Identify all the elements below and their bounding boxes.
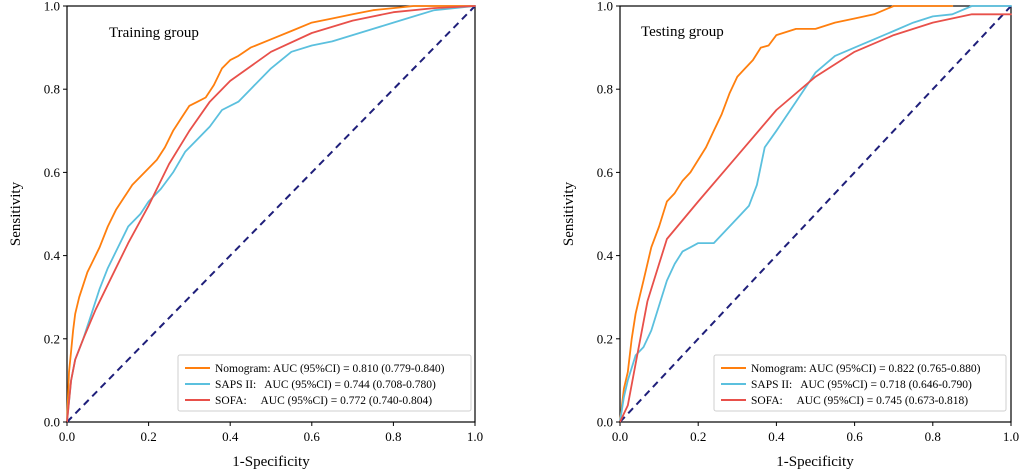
x-tick-label: 1.0 [467, 429, 483, 444]
legend-box [713, 354, 1007, 412]
y-tick-label: 0.0 [44, 415, 60, 430]
legend-box [177, 354, 472, 412]
reference-diagonal [66, 5, 476, 423]
legend-label-sofa: SOFA: AUC (95%CI) = 0.745 (0.673-0.818) [751, 395, 968, 407]
series-layer [66, 5, 476, 423]
y-tick-label: 0.6 [44, 165, 61, 180]
y-axis-label: Sensitivity [8, 181, 24, 246]
panel-title: Testing group [641, 24, 724, 40]
y-tick-label: 0.8 [44, 82, 60, 97]
legend-item-sofa: SOFA: AUC (95%CI) = 0.772 (0.740-0.804) [185, 395, 432, 407]
legend: Nomogram: AUC (95%CI) = 0.822 (0.765-0.8… [713, 354, 1007, 412]
roc-curve-sofa [66, 5, 476, 423]
legend-label-nomogram: Nomogram: AUC (95%CI) = 0.822 (0.765-0.8… [751, 363, 981, 375]
y-tick-label: 0.2 [597, 331, 613, 346]
roc-curve-saps-ii [66, 5, 476, 423]
y-tick-label: 1.0 [597, 0, 613, 14]
y-tick-label: 0.2 [44, 331, 60, 346]
y-tick-label: 0.4 [597, 248, 614, 263]
legend-label-nomogram: Nomogram: AUC (95%CI) = 0.810 (0.779-0.8… [215, 363, 445, 375]
series-layer [619, 5, 1012, 423]
y-tick-label: 0.8 [597, 82, 613, 97]
legend-label-sofa: SOFA: AUC (95%CI) = 0.772 (0.740-0.804) [215, 395, 432, 407]
panel-title: Training group [109, 25, 199, 41]
x-tick-label: 0.8 [925, 429, 941, 444]
legend-item-saps-ii: SAPS II: AUC (95%CI) = 0.744 (0.708-0.78… [185, 379, 436, 391]
ticks-layer: 0.0 0.2 0.4 0.6 0.8 1.0 0.0 0.2 0.4 0.6 0.8 1.0 [597, 0, 1019, 444]
roc-panel-testing: 0.0 0.2 0.4 0.6 0.8 1.0 0.0 0.2 0.4 0.6 0.8 1.0 Tes… [561, 0, 1019, 470]
x-tick-label: 0.2 [140, 429, 156, 444]
reference-layer [66, 5, 476, 423]
roc-curve-nomogram [619, 5, 954, 423]
legend-item-nomogram: Nomogram: AUC (95%CI) = 0.822 (0.765-0.8… [721, 363, 981, 375]
ticks-layer: 0.0 0.2 0.4 0.6 0.8 1.0 0.0 0.2 0.4 0.6 0.8 1.0 [44, 0, 483, 444]
y-tick-label: 0.6 [597, 165, 614, 180]
x-tick-label: 1.0 [1003, 429, 1019, 444]
plot-frame [619, 5, 1012, 423]
x-tick-label: 0.2 [690, 429, 706, 444]
x-tick-label: 0.6 [304, 429, 321, 444]
x-tick-label: 0.8 [385, 429, 401, 444]
legend-item-saps-ii: SAPS II: AUC (95%CI) = 0.718 (0.646-0.79… [721, 379, 972, 391]
legend-label-saps-ii: SAPS II: AUC (95%CI) = 0.718 (0.646-0.79… [751, 379, 972, 391]
legend-item-nomogram: Nomogram: AUC (95%CI) = 0.810 (0.779-0.8… [185, 363, 445, 375]
x-tick-label: 0.6 [846, 429, 863, 444]
x-tick-label: 0.4 [768, 429, 785, 444]
x-axis-label: 1-Specificity [232, 454, 310, 470]
x-tick-label: 0.4 [222, 429, 239, 444]
x-axis-label: 1-Specificity [776, 454, 854, 470]
legend-item-sofa: SOFA: AUC (95%CI) = 0.745 (0.673-0.818) [721, 395, 968, 407]
roc-curve-sofa [619, 13, 1012, 423]
y-tick-label: 0.4 [44, 248, 61, 263]
legend: Nomogram: AUC (95%CI) = 0.810 (0.779-0.8… [177, 354, 472, 412]
y-axis-label: Sensitivity [561, 181, 577, 246]
y-tick-label: 1.0 [44, 0, 60, 14]
x-tick-label: 0.0 [612, 429, 628, 444]
legend-label-saps-ii: SAPS II: AUC (95%CI) = 0.744 (0.708-0.78… [215, 379, 436, 391]
y-tick-label: 0.0 [597, 415, 613, 430]
roc-panel-training: 0.0 0.2 0.4 0.6 0.8 1.0 0.0 0.2 0.4 0.6 0.8 1.0 Tra… [8, 0, 483, 470]
plot-frame [66, 5, 476, 423]
x-tick-label: 0.0 [59, 429, 75, 444]
roc-curve-saps-ii [619, 5, 1012, 423]
roc-curve-nomogram [66, 5, 476, 423]
